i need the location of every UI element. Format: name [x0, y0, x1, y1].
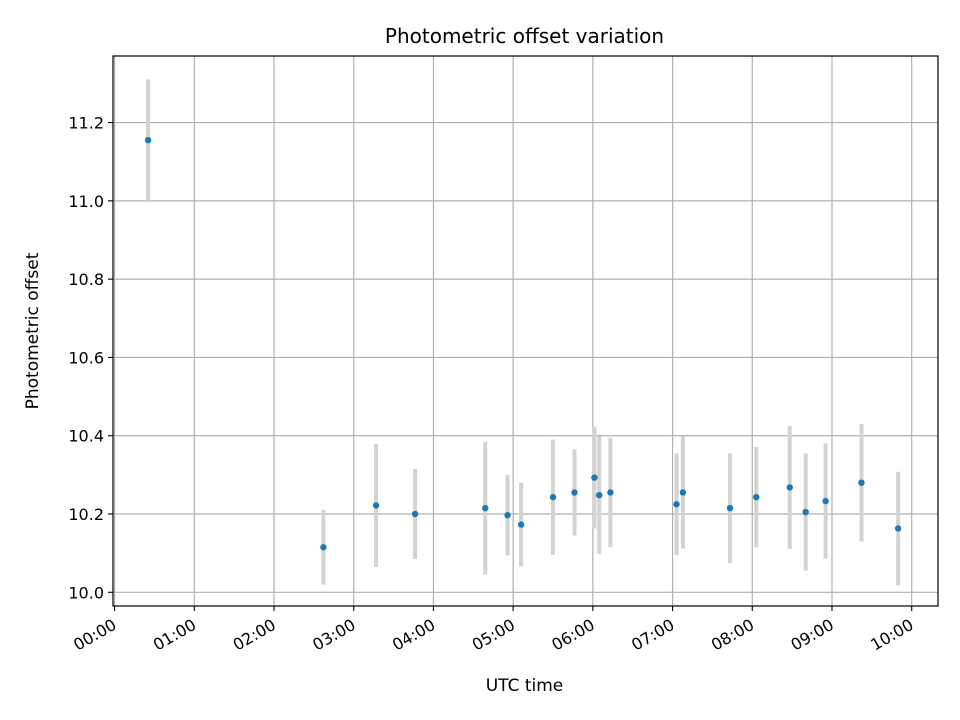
y-axis-ticks: 10.0 10.2 10.4 10.6 10.8 11.0 11.2	[68, 114, 113, 602]
x-tick-label: 09:00	[788, 615, 837, 655]
data-point	[411, 510, 419, 518]
y-tick-label: 10.4	[68, 427, 104, 446]
data-point	[858, 479, 865, 486]
data-point	[753, 493, 760, 501]
data-point	[549, 493, 557, 501]
y-tick-label: 10.0	[68, 583, 104, 602]
data-point	[596, 492, 603, 499]
data-point	[822, 497, 829, 505]
x-tick-label: 05:00	[469, 615, 518, 655]
data-point	[571, 489, 578, 496]
chart-title: Photometric offset variation	[385, 24, 664, 48]
data-point	[607, 489, 614, 496]
data-point	[482, 504, 489, 512]
data-point	[894, 525, 902, 532]
data-point	[504, 511, 511, 519]
error-bars	[146, 79, 901, 586]
data-point	[673, 501, 680, 508]
x-axis-label: UTC time	[486, 676, 564, 696]
data-point	[802, 508, 809, 516]
data-point	[144, 136, 152, 144]
x-tick-label: 08:00	[708, 615, 757, 655]
data-point	[591, 474, 598, 481]
plot-area-frame	[112, 55, 939, 607]
x-tick-label: 00:00	[70, 615, 119, 655]
data-point	[726, 504, 734, 512]
x-tick-label: 02:00	[230, 615, 279, 655]
data-point	[786, 484, 793, 491]
y-tick-label: 10.6	[68, 348, 104, 367]
data-point	[679, 489, 687, 496]
x-tick-label: 07:00	[628, 615, 677, 655]
data-point	[320, 544, 327, 551]
y-tick-label: 10.8	[68, 270, 104, 289]
data-point	[372, 502, 380, 509]
y-tick-label: 11.0	[68, 192, 104, 211]
data-point	[517, 521, 525, 528]
data-points	[144, 136, 902, 551]
y-axis-label: Photometric offset	[23, 252, 43, 409]
x-tick-label: 01:00	[150, 615, 199, 655]
x-tick-label: 06:00	[548, 615, 597, 655]
y-tick-label: 11.2	[68, 114, 104, 133]
gridlines	[113, 56, 938, 606]
x-axis-ticks: 00:00 01:00 02:00 03:00 04:00 05:00 06:00 07:00…	[70, 606, 917, 655]
y-tick-label: 10.2	[68, 505, 104, 524]
x-tick-label: 04:00	[389, 615, 438, 655]
x-tick-label: 03:00	[309, 615, 358, 655]
x-tick-label: 10:00	[867, 615, 916, 655]
